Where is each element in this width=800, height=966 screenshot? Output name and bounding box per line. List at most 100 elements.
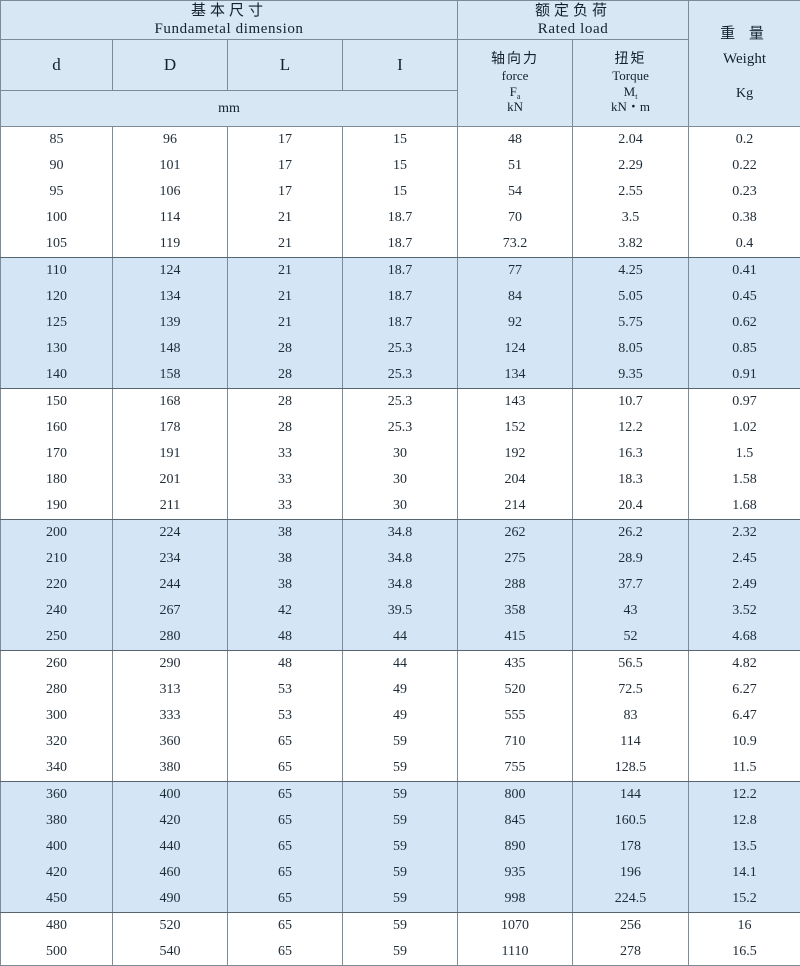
cell-L: 38 [228, 546, 343, 572]
cell-Weight: 6.27 [689, 677, 800, 703]
header-axial-force-subscript: a [517, 92, 521, 101]
cell-I: 59 [343, 834, 458, 860]
cell-D: 360 [113, 729, 228, 755]
cell-Mt: 114 [573, 729, 689, 755]
cell-d: 130 [1, 336, 113, 362]
cell-D: 520 [113, 913, 228, 940]
cell-d: 110 [1, 258, 113, 285]
header-group-rated-load-cn: 额定负荷 [535, 3, 611, 19]
cell-Fa: 92 [458, 310, 573, 336]
cell-Weight: 12.8 [689, 808, 800, 834]
cell-Fa: 192 [458, 441, 573, 467]
cell-I: 59 [343, 886, 458, 913]
cell-D: 168 [113, 389, 228, 416]
cell-I: 39.5 [343, 598, 458, 624]
cell-I: 18.7 [343, 231, 458, 258]
cell-L: 21 [228, 231, 343, 258]
cell-d: 140 [1, 362, 113, 389]
cell-Weight: 15.2 [689, 886, 800, 913]
cell-I: 18.7 [343, 258, 458, 285]
cell-Mt: 196 [573, 860, 689, 886]
cell-L: 21 [228, 284, 343, 310]
cell-L: 65 [228, 755, 343, 782]
cell-Mt: 56.5 [573, 651, 689, 678]
cell-L: 17 [228, 153, 343, 179]
cell-Fa: 275 [458, 546, 573, 572]
cell-D: 178 [113, 415, 228, 441]
cell-D: 540 [113, 939, 228, 966]
cell-Weight: 0.45 [689, 284, 800, 310]
cell-L: 33 [228, 441, 343, 467]
cell-I: 25.3 [343, 336, 458, 362]
cell-Fa: 555 [458, 703, 573, 729]
cell-d: 300 [1, 703, 113, 729]
cell-L: 28 [228, 415, 343, 441]
cell-Fa: 262 [458, 520, 573, 547]
cell-I: 44 [343, 624, 458, 651]
cell-Mt: 178 [573, 834, 689, 860]
header-torque-symbol-letter: M [624, 84, 636, 99]
cell-Weight: 13.5 [689, 834, 800, 860]
header-axial-force-en: force [458, 68, 572, 83]
cell-Mt: 72.5 [573, 677, 689, 703]
header-group-rated-load: 额定负荷 Rated load [458, 1, 689, 40]
cell-Fa: 800 [458, 782, 573, 809]
cell-I: 18.7 [343, 284, 458, 310]
header-column-weight: 重 量 Weight Kg [689, 1, 800, 127]
cell-Fa: 998 [458, 886, 573, 913]
cell-Fa: 1110 [458, 939, 573, 966]
cell-L: 65 [228, 808, 343, 834]
header-axial-force-symbol: Fa [458, 84, 572, 99]
cell-L: 33 [228, 493, 343, 520]
cell-I: 59 [343, 860, 458, 886]
header-dimension-unit: mm [1, 91, 458, 127]
cell-D: 234 [113, 546, 228, 572]
cell-Mt: 3.82 [573, 231, 689, 258]
cell-D: 460 [113, 860, 228, 886]
cell-Weight: 2.45 [689, 546, 800, 572]
cell-Mt: 144 [573, 782, 689, 809]
cell-Fa: 84 [458, 284, 573, 310]
cell-Weight: 0.97 [689, 389, 800, 416]
cell-Weight: 0.22 [689, 153, 800, 179]
cell-I: 18.7 [343, 310, 458, 336]
cell-Weight: 0.62 [689, 310, 800, 336]
cell-I: 15 [343, 179, 458, 205]
cell-Weight: 11.5 [689, 755, 800, 782]
cell-Fa: 77 [458, 258, 573, 285]
cell-d: 150 [1, 389, 113, 416]
cell-I: 25.3 [343, 415, 458, 441]
cell-I: 59 [343, 782, 458, 809]
cell-D: 333 [113, 703, 228, 729]
cell-d: 95 [1, 179, 113, 205]
cell-d: 180 [1, 467, 113, 493]
cell-Mt: 5.75 [573, 310, 689, 336]
cell-d: 320 [1, 729, 113, 755]
cell-Fa: 214 [458, 493, 573, 520]
cell-Fa: 1070 [458, 913, 573, 940]
cell-D: 440 [113, 834, 228, 860]
cell-L: 28 [228, 389, 343, 416]
header-row-groups: 基本尺寸 Fundametal dimension 额定负荷 Rated loa… [1, 1, 800, 40]
cell-L: 48 [228, 651, 343, 678]
cell-I: 59 [343, 939, 458, 966]
cell-L: 65 [228, 913, 343, 940]
cell-d: 90 [1, 153, 113, 179]
cell-I: 25.3 [343, 389, 458, 416]
cell-Mt: 4.25 [573, 258, 689, 285]
header-group-fundamental-dimension-cn: 基本尺寸 [191, 3, 267, 19]
cell-Mt: 37.7 [573, 572, 689, 598]
